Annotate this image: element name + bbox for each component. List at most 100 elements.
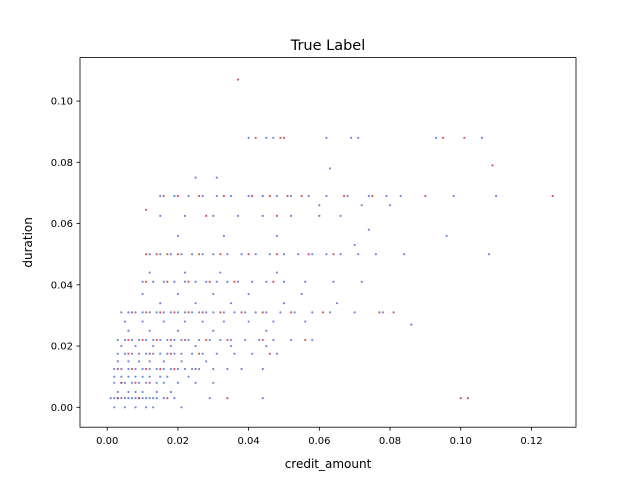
data-point [198,194,201,198]
data-point [130,381,134,384]
data-point [162,381,165,384]
data-point [198,253,201,256]
data-point [187,338,190,342]
data-point [141,390,144,394]
data-point [244,311,247,314]
data-point [180,360,183,363]
data-point [194,367,197,371]
data-point [551,194,554,198]
data-point [155,390,158,394]
data-point [265,329,268,332]
data-point [109,397,112,400]
data-point [229,338,233,342]
data-point [159,352,162,355]
data-point [183,367,187,371]
data-point [226,397,229,400]
data-point [134,311,137,314]
data-point [137,352,141,355]
data-point [183,338,187,342]
data-point [166,253,169,256]
data-point [289,214,293,218]
data-point [176,292,180,296]
data-point [155,253,158,256]
data-point [169,338,172,342]
data-point [148,352,151,355]
data-point [152,352,155,355]
data-point [152,344,155,348]
data-point [325,253,328,256]
data-point [176,234,180,237]
data-point [123,406,126,409]
data-point [120,344,123,348]
data-point [212,292,215,296]
data-point [261,214,264,218]
data-point [208,397,211,400]
data-point [251,194,254,198]
data-point [201,320,204,323]
data-point [190,311,194,314]
data-point [155,397,158,400]
data-point [222,311,225,314]
data-point [162,194,165,198]
data-point [148,381,151,384]
data-point [134,390,137,394]
data-point [176,381,180,384]
data-point [155,367,158,371]
data-point [198,352,201,355]
data-point [261,367,264,371]
data-point [123,352,126,355]
data-point [194,302,197,305]
data-point [145,397,148,400]
data-point [289,311,293,314]
data-point [190,352,194,355]
data-point [123,397,126,400]
data-point [180,352,183,355]
data-point [236,78,240,81]
data-point [137,397,141,400]
data-point [265,311,268,314]
data-point [127,390,130,394]
data-point [152,397,155,400]
data-point [141,292,144,296]
data-point [350,136,353,139]
data-point [145,381,148,384]
data-point [155,311,158,314]
data-point [159,253,162,256]
data-point [244,338,247,342]
data-point [300,194,303,198]
data-point [183,280,187,283]
data-point [205,360,208,363]
data-point [173,280,176,283]
data-point [205,280,208,283]
data-point [180,338,183,342]
data-point [113,367,116,371]
data-point [169,367,172,371]
data-point [169,344,172,348]
data-point [293,311,296,314]
data-point [229,344,233,348]
data-point [254,253,257,256]
data-point [410,323,413,326]
data-point [328,311,332,314]
data-point [169,253,172,256]
data-point [194,381,197,384]
data-point [491,164,494,167]
data-point [162,360,165,363]
data-point [286,194,289,198]
data-point [367,228,370,231]
data-point [113,406,116,409]
data-point [229,194,233,198]
data-point [145,352,148,355]
data-point [145,338,148,342]
data-point [159,375,162,378]
data-point [219,311,222,314]
data-point [148,397,151,400]
data-point [445,234,448,237]
data-point [311,338,314,342]
data-point [236,214,240,218]
data-point [279,136,282,139]
data-point [130,367,134,371]
data-point [272,320,275,323]
data-point [148,253,151,256]
